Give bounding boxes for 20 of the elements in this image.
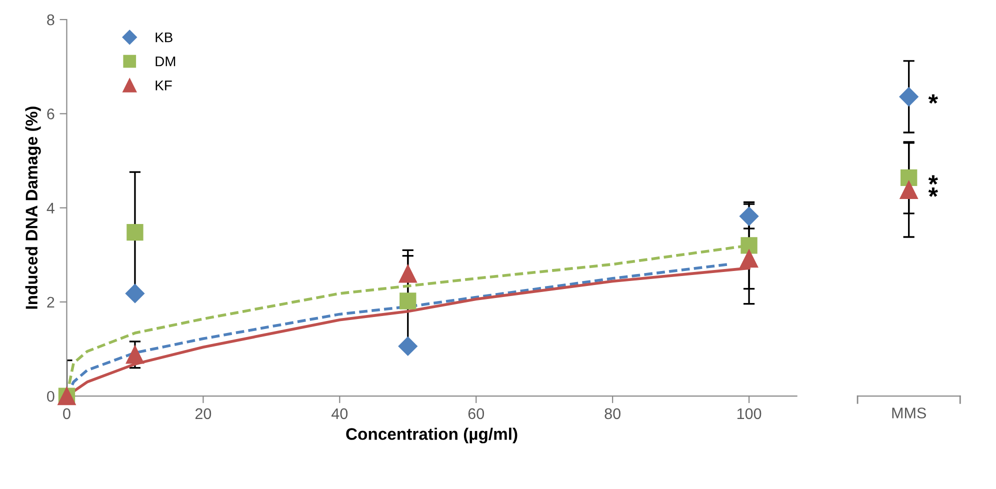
- y-tick-label: 4: [46, 202, 54, 214]
- legend-label: KF: [156, 80, 172, 90]
- x-tick-label: 60: [468, 408, 484, 420]
- annotation: *: [928, 175, 938, 185]
- legend-label: DM: [156, 56, 176, 66]
- x-tick-label: 80: [604, 408, 620, 420]
- y-tick-label: 0: [47, 390, 54, 402]
- x-tick-label: 40: [332, 408, 348, 420]
- x-tick-label: 0: [63, 408, 70, 420]
- y-tick-label: 2: [47, 296, 54, 308]
- annotation: *: [928, 188, 938, 197]
- y-axis-title: Induced DNA Damage (%): [25, 106, 41, 309]
- x-axis-title: Concentration (µg/ml): [346, 428, 518, 444]
- legend-label: KB: [156, 32, 172, 42]
- y-tick-label: 6: [47, 108, 54, 120]
- x-tick-label: 100: [737, 408, 762, 420]
- annotation: *: [928, 94, 938, 104]
- x-tick-label: MMS: [892, 408, 926, 418]
- x-tick-label: 20: [195, 408, 212, 420]
- y-tick-label: 8: [47, 14, 54, 26]
